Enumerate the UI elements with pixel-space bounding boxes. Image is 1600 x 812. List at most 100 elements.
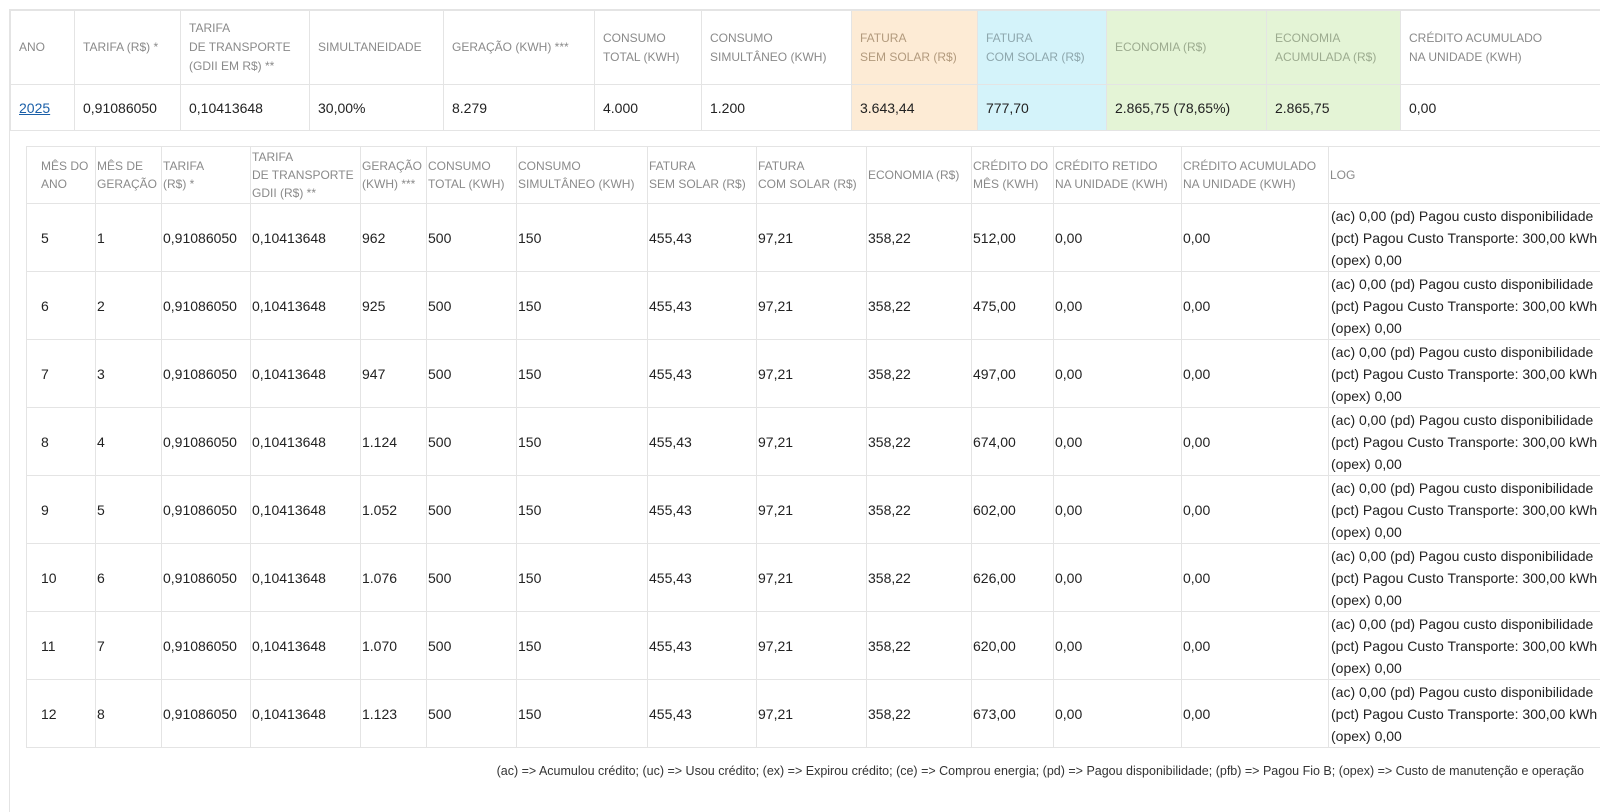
table-row: 12 8 0,91086050 0,10413648 1.123 500 150 455,43… (26, 679, 1600, 748)
cell-credito-retido: 0,00 (1053, 475, 1182, 544)
cell-geracao: 962 (360, 203, 427, 272)
header-credito-do-mes: CRÉDITO DO MÊS (KWH) (971, 146, 1054, 204)
table-row: 9 5 0,91086050 0,10413648 1.052 500 150 455,43 9… (26, 475, 1600, 544)
header-tarifa-transporte: TARIFA DE TRANSPORTE GDII (R$) ** (250, 146, 361, 204)
cell-economia-acumulada: 2.865,75 (1266, 84, 1401, 131)
cell-consumo-simultaneo: 150 (516, 611, 648, 680)
cell-mes-do-ano: 11 (26, 611, 96, 680)
cell-consumo-total: 500 (426, 475, 517, 544)
cell-economia: 358,22 (866, 203, 972, 272)
cell-fatura-sem-solar: 455,43 (647, 611, 757, 680)
cell-geracao: 947 (360, 339, 427, 408)
cell-consumo-total: 4.000 (594, 84, 702, 131)
header-consumo-simultaneo: CONSUMO SIMULTÂNEO (KWH) (516, 146, 648, 204)
header-credito-retido: CRÉDITO RETIDO NA UNIDADE (KWH) (1053, 146, 1182, 204)
cell-consumo-simultaneo: 150 (516, 543, 648, 612)
cell-log: (ac) 0,00 (pd) Pagou custo disponibilida… (1328, 271, 1600, 340)
cell-credito-acumulado: 0,00 (1181, 203, 1329, 272)
header-log: LOG (1328, 146, 1600, 204)
cell-fatura-com-solar: 97,21 (756, 543, 867, 612)
cell-credito-do-mes: 512,00 (971, 203, 1054, 272)
cell-tarifa: 0,91086050 (161, 543, 251, 612)
header-economia: ECONOMIA (R$) (1106, 10, 1267, 85)
cell-tarifa: 0,91086050 (161, 611, 251, 680)
table-row: 5 1 0,91086050 0,10413648 962 500 150 455,43 97,… (26, 203, 1600, 272)
cell-mes-de-geracao: 7 (95, 611, 162, 680)
header-economia-acumulada: ECONOMIA ACUMULADA (R$) (1266, 10, 1401, 85)
cell-geracao: 8.279 (443, 84, 595, 131)
cell-tarifa: 0,91086050 (161, 271, 251, 340)
header-tarifa-transporte: TARIFA DE TRANSPORTE (GDII EM R$) ** (180, 10, 310, 85)
header-fatura-sem-solar: FATURA SEM SOLAR (R$) (647, 146, 757, 204)
cell-credito-acumulado: 0,00 (1181, 339, 1329, 408)
report-container: ANO TARIFA (R$) * TARIFA DE TRANSPORTE (GD… (9, 9, 1600, 812)
cell-economia: 358,22 (866, 679, 972, 748)
header-fatura-com-solar: FATURA COM SOLAR (R$) (756, 146, 867, 204)
cell-log: (ac) 0,00 (pd) Pagou custo disponibilida… (1328, 407, 1600, 476)
cell-mes-do-ano: 10 (26, 543, 96, 612)
header-geracao: GERAÇÃO (KWH) *** (443, 10, 595, 85)
header-geracao: GERAÇÃO (KWH) *** (360, 146, 427, 204)
cell-log: (ac) 0,00 (pd) Pagou custo disponibilida… (1328, 543, 1600, 612)
cell-consumo-simultaneo: 150 (516, 475, 648, 544)
cell-tarifa: 0,91086050 (161, 339, 251, 408)
header-economia: ECONOMIA (R$) (866, 146, 972, 204)
cell-tarifa-transporte: 0,10413648 (180, 84, 310, 131)
cell-tarifa-transporte: 0,10413648 (250, 679, 361, 748)
cell-economia: 358,22 (866, 407, 972, 476)
cell-fatura-com-solar: 97,21 (756, 339, 867, 408)
cell-tarifa-transporte: 0,10413648 (250, 203, 361, 272)
cell-fatura-com-solar: 97,21 (756, 407, 867, 476)
cell-tarifa: 0,91086050 (161, 475, 251, 544)
cell-economia: 358,22 (866, 543, 972, 612)
cell-fatura-sem-solar: 455,43 (647, 271, 757, 340)
cell-credito-acumulado: 0,00 (1400, 84, 1600, 131)
cell-mes-do-ano: 12 (26, 679, 96, 748)
header-fatura-sem-solar: FATURA SEM SOLAR (R$) (851, 10, 978, 85)
cell-log: (ac) 0,00 (pd) Pagou custo disponibilida… (1328, 475, 1600, 544)
monthly-detail-table: MÊS DO ANO MÊS DE GERAÇÃO TARIFA (R$) * TARIFA… (26, 146, 1600, 748)
cell-consumo-total: 500 (426, 543, 517, 612)
cell-credito-do-mes: 673,00 (971, 679, 1054, 748)
cell-geracao: 925 (360, 271, 427, 340)
cell-consumo-simultaneo: 1.200 (701, 84, 852, 131)
header-fatura-com-solar: FATURA COM SOLAR (R$) (977, 10, 1107, 85)
cell-tarifa: 0,91086050 (74, 84, 181, 131)
cell-economia: 358,22 (866, 271, 972, 340)
year-link[interactable]: 2025 (19, 99, 51, 116)
cell-credito-do-mes: 475,00 (971, 271, 1054, 340)
cell-fatura-sem-solar: 3.643,44 (851, 84, 978, 131)
cell-credito-acumulado: 0,00 (1181, 543, 1329, 612)
detail-header-row: MÊS DO ANO MÊS DE GERAÇÃO TARIFA (R$) * TARIFA… (26, 146, 1600, 204)
header-credito-acumulado: CRÉDITO ACUMULADO NA UNIDADE (KWH) (1400, 10, 1600, 85)
cell-fatura-sem-solar: 455,43 (647, 543, 757, 612)
cell-credito-do-mes: 674,00 (971, 407, 1054, 476)
cell-credito-do-mes: 626,00 (971, 543, 1054, 612)
cell-consumo-total: 500 (426, 407, 517, 476)
annual-summary-table: ANO TARIFA (R$) * TARIFA DE TRANSPORTE (GD… (10, 10, 1600, 131)
cell-fatura-com-solar: 777,70 (977, 84, 1107, 131)
cell-economia: 358,22 (866, 475, 972, 544)
table-row: 6 2 0,91086050 0,10413648 925 500 150 455,43 97,… (26, 271, 1600, 340)
header-mes-de-geracao: MÊS DE GERAÇÃO (95, 146, 162, 204)
header-mes-do-ano: MÊS DO ANO (26, 146, 96, 204)
cell-mes-de-geracao: 4 (95, 407, 162, 476)
cell-credito-acumulado: 0,00 (1181, 407, 1329, 476)
cell-log: (ac) 0,00 (pd) Pagou custo disponibilida… (1328, 203, 1600, 272)
cell-tarifa-transporte: 0,10413648 (250, 611, 361, 680)
cell-mes-do-ano: 6 (26, 271, 96, 340)
cell-log: (ac) 0,00 (pd) Pagou custo disponibilida… (1328, 339, 1600, 408)
cell-tarifa: 0,91086050 (161, 679, 251, 748)
cell-mes-do-ano: 5 (26, 203, 96, 272)
header-consumo-simultaneo: CONSUMO SIMULTÂNEO (KWH) (701, 10, 852, 85)
header-consumo-total: CONSUMO TOTAL (KWH) (594, 10, 702, 85)
cell-credito-do-mes: 497,00 (971, 339, 1054, 408)
cell-fatura-com-solar: 97,21 (756, 203, 867, 272)
cell-credito-acumulado: 0,00 (1181, 271, 1329, 340)
cell-mes-de-geracao: 1 (95, 203, 162, 272)
cell-log: (ac) 0,00 (pd) Pagou custo disponibilida… (1328, 611, 1600, 680)
cell-mes-de-geracao: 2 (95, 271, 162, 340)
log-legend: (ac) => Acumulou crédito; (uc) => Usou c… (496, 764, 1584, 778)
detail-body: 5 1 0,91086050 0,10413648 962 500 150 455,43 97,… (26, 203, 1600, 748)
cell-consumo-total: 500 (426, 339, 517, 408)
